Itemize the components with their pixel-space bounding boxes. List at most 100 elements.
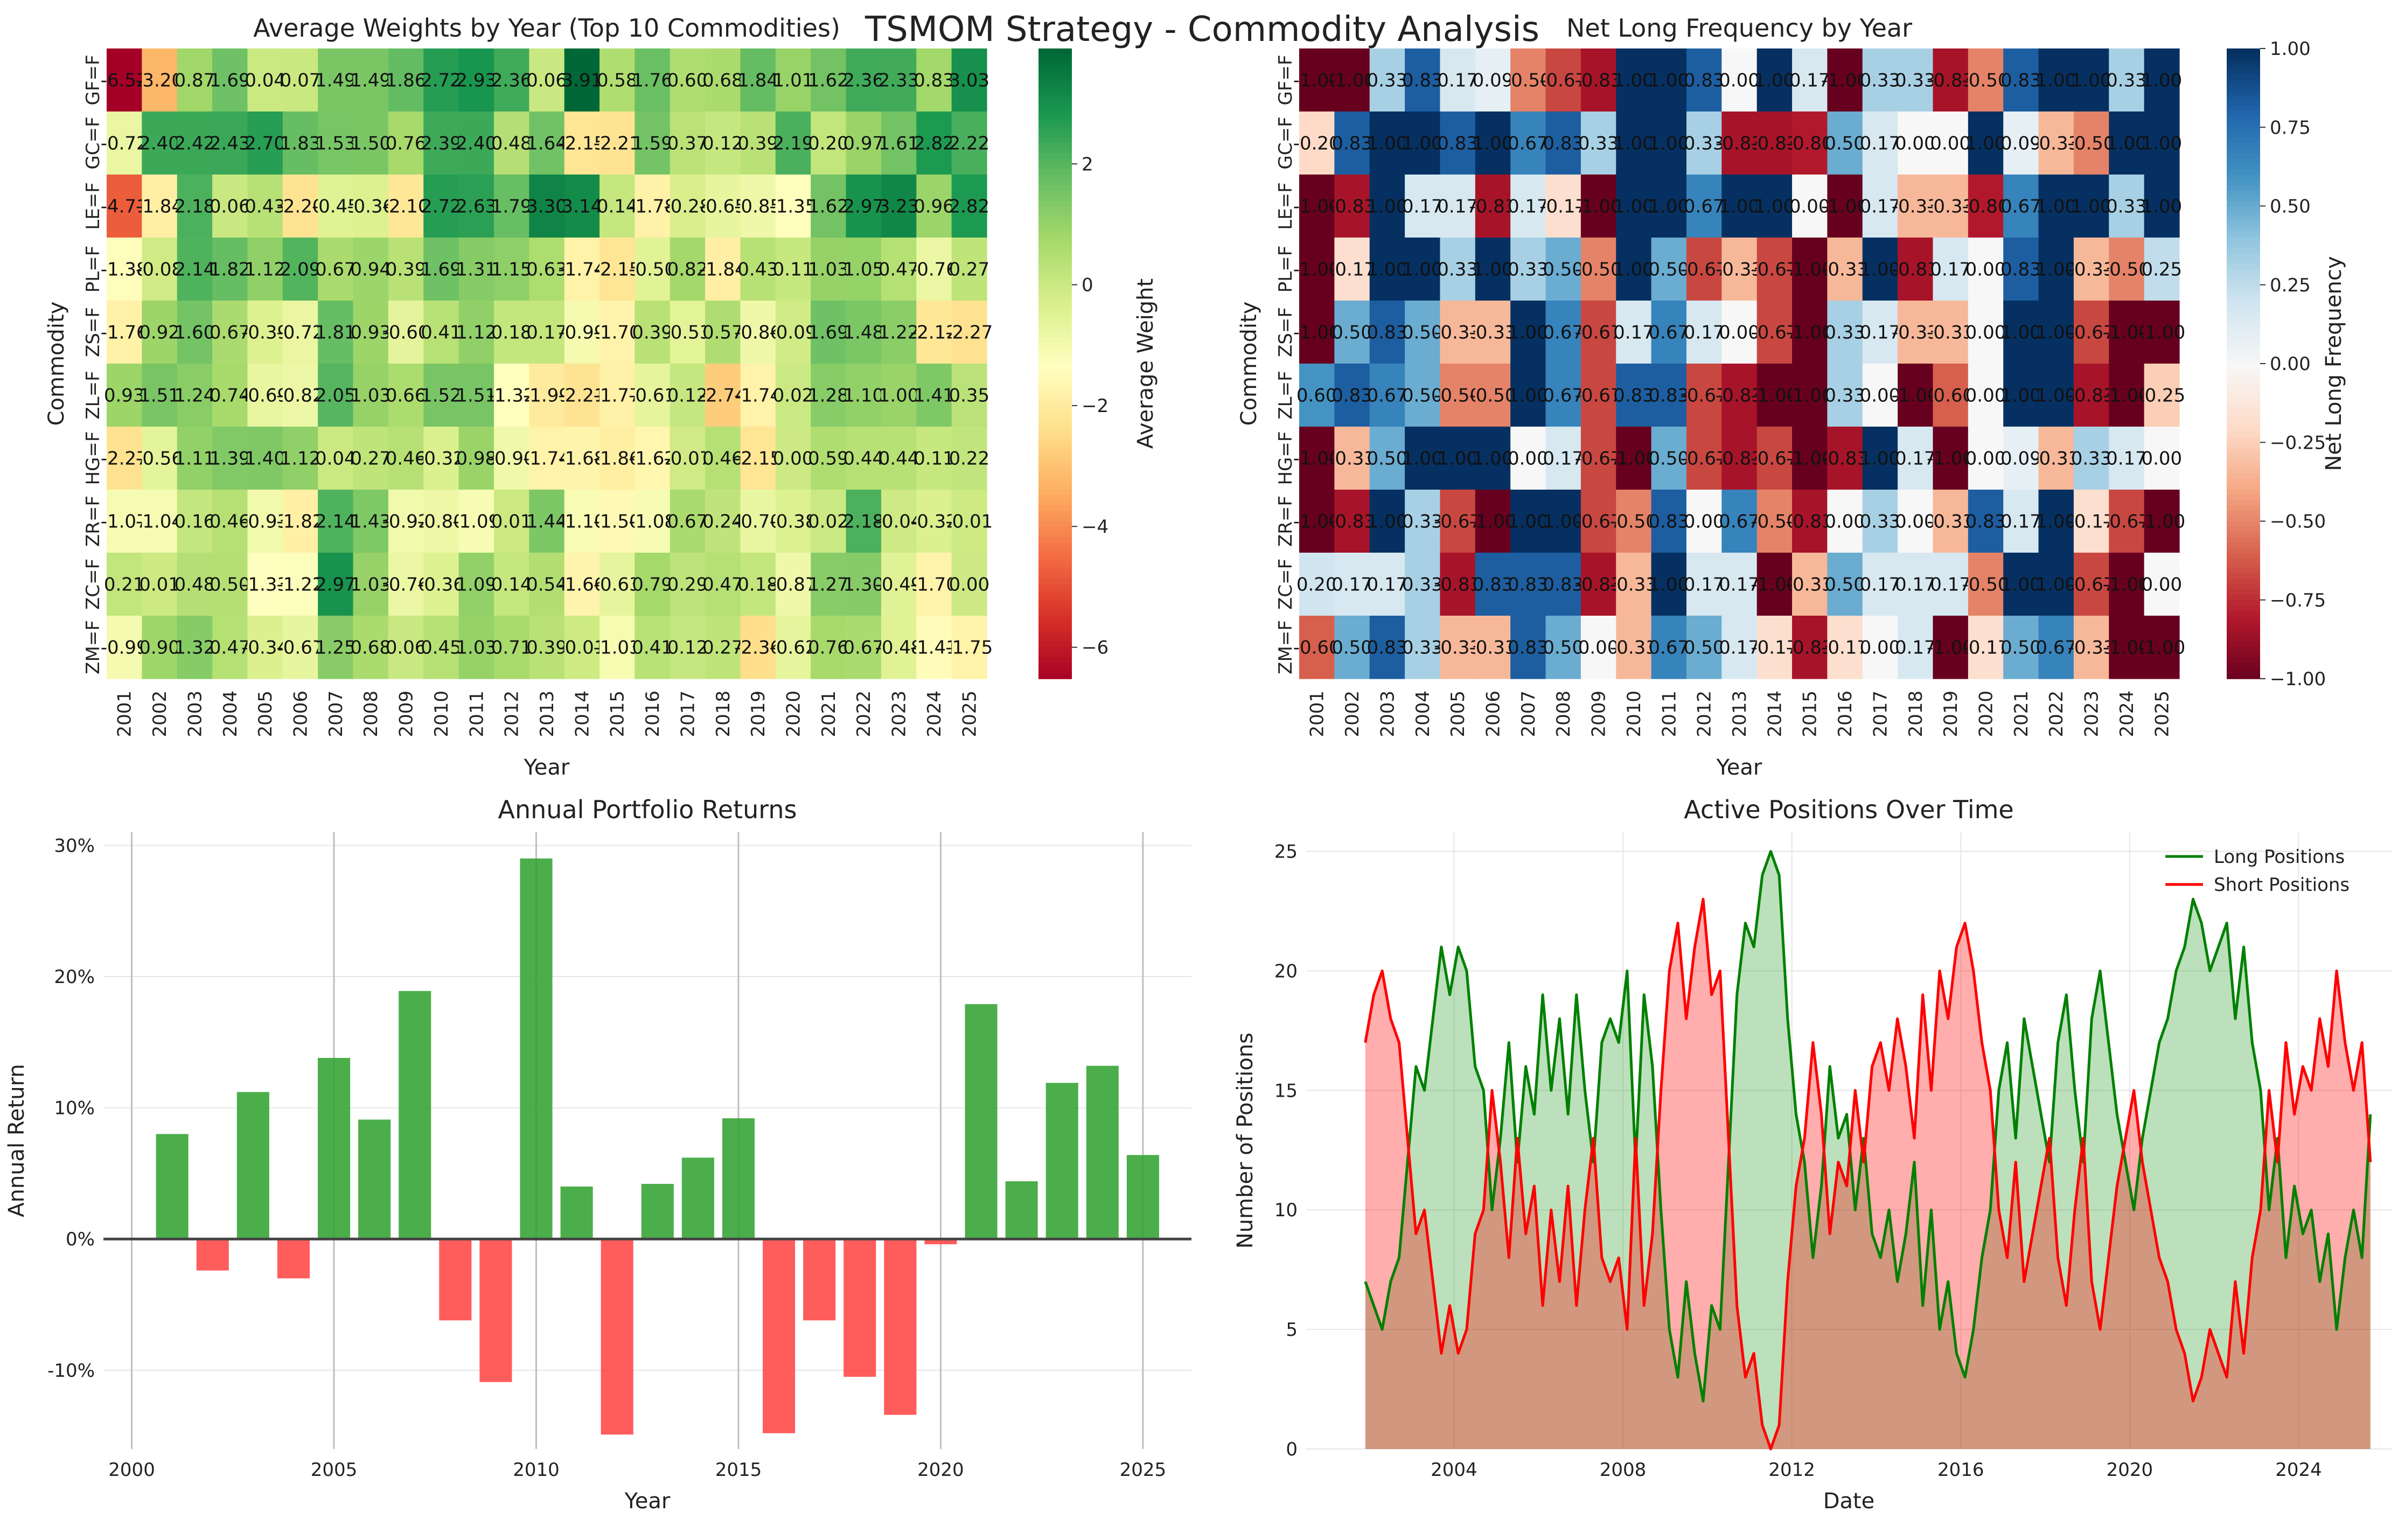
heatmap-cell-label: 0.00 [1895,133,1936,155]
heatmap-cell [247,427,283,490]
heatmap-cell [353,301,389,364]
colorbar-segment [2227,421,2260,427]
heatmap-cell-label: -0.67 [1681,385,1728,407]
heatmap-cell-label: 0.60 [1296,385,1337,407]
heatmap-cell-label: 0.58 [597,70,638,92]
heatmap-cell-label: -0.67 [1681,448,1728,470]
heatmap-cell [458,48,494,112]
heatmap-cell [247,364,283,427]
heatmap-cell [1827,48,1863,112]
heatmap-cell [1545,238,1581,301]
colorbar-segment [2227,301,2260,306]
heatmap-cell [142,364,178,427]
heatmap-cell [775,616,811,679]
heatmap-cell-label: -1.00 [2103,637,2150,659]
heatmap-cell-label: 1.62 [808,196,849,218]
x-tick-label: 2008 [1600,1459,1647,1481]
heatmap-cell [1475,553,1511,616]
heatmap-cell-label: -0.36 [347,196,394,218]
colorbar-segment [1038,663,1072,669]
heatmap-cell [1827,301,1863,364]
y-tick-label: ZM=F [1275,620,1296,674]
colorbar-segment [2227,200,2260,207]
colorbar-segment [1038,647,1072,653]
heatmap-cell-label: -0.67 [1539,70,1587,92]
heatmap-cell [493,238,529,301]
heatmap-cell [1968,238,2004,301]
heatmap-cell [740,48,776,112]
heatmap-cell-label: -0.83 [1786,637,1834,659]
heatmap-cell [212,112,248,175]
heatmap-cell-label: -0.83 [1927,70,1974,92]
heatmap-cell [775,553,811,616]
heatmap-cell [142,301,178,364]
heatmap-cell-label: 1.00 [2000,322,2041,344]
heatmap-cell-label: -1.78 [629,196,676,218]
colorbar-segment [1038,668,1072,674]
colorbar-segment [1038,442,1072,448]
heatmap-cell [2073,427,2109,490]
heatmap-cell-label: 0.17 [1719,574,1760,596]
colorbar-segment [2227,568,2260,574]
heatmap-cell-label: -0.67 [1575,511,1622,533]
heatmap-cell [318,616,354,679]
heatmap-cell-label: 0.83 [1648,385,1689,407]
colorbar-segment [2227,358,2260,364]
heatmap-cell-label: 0.00 [1578,637,1619,659]
heatmap-cell [1369,48,1405,112]
heatmap-cell [846,364,882,427]
heatmap-cell-label: -1.74 [734,385,782,407]
colorbar-segment [2227,106,2260,112]
heatmap-cell-label: 0.67 [2000,196,2041,218]
heatmap-cell-label: 0.12 [667,385,708,407]
colorbar-segment [2227,463,2260,469]
heatmap-cell [2109,490,2145,553]
heatmap-cell [1369,301,1405,364]
heatmap-cell [951,238,987,301]
colorbar-segment [2227,374,2260,380]
colorbar-segment [1038,658,1072,664]
heatmap-cell-label: -1.70 [594,322,641,344]
heatmap-cell-label: -1.41 [910,637,958,659]
heatmap-cell [1405,238,1441,301]
colorbar-segment [2227,253,2260,259]
panel-title: Active Positions Over Time [1684,795,2013,824]
negative-return-bar [479,1239,512,1382]
heatmap-cell [1580,553,1616,616]
heatmap-cell [1475,112,1511,175]
heatmap-cell-label: 2.72 [421,196,462,218]
heatmap-cell-label: 2.36 [843,70,884,92]
colorbar-segment [1038,463,1072,469]
heatmap-cell [1686,490,1722,553]
colorbar-segment [1038,515,1072,522]
x-tick-label: 2002 [149,691,171,737]
heatmap-cell [2073,616,2109,679]
colorbar-segment [1038,154,1072,159]
colorbar-tick-label: −0.25 [2270,432,2326,454]
colorbar-segment [2227,647,2260,653]
heatmap-cell [177,490,213,553]
heatmap-cell-label: 0.17 [2106,448,2147,470]
colorbar-segment [1038,164,1072,170]
heatmap-cell-label: -0.83 [1434,574,1481,596]
colorbar-segment [2227,589,2260,595]
heatmap-cell-label: 0.33 [1860,70,1901,92]
heatmap-cell [1405,48,1441,112]
heatmap-cell [1721,616,1758,679]
heatmap-cell-label: 1.69 [808,322,849,344]
colorbar-segment [2227,127,2260,133]
heatmap-cell [1334,238,1370,301]
colorbar-segment [1038,311,1072,317]
heatmap-cell-label: 0.50 [210,574,250,596]
heatmap-cell [740,112,776,175]
heatmap-cell [177,112,213,175]
heatmap-cell [1792,48,1828,112]
colorbar-segment [2227,437,2260,443]
colorbar-segment [2227,668,2260,674]
heatmap-cell-label: -0.17 [1539,196,1587,218]
heatmap-cell [2038,112,2074,175]
heatmap-cell [1862,175,1898,238]
heatmap-cell [1756,48,1793,112]
colorbar-segment [2227,637,2260,643]
heatmap-cell-label: -0.50 [629,259,676,281]
